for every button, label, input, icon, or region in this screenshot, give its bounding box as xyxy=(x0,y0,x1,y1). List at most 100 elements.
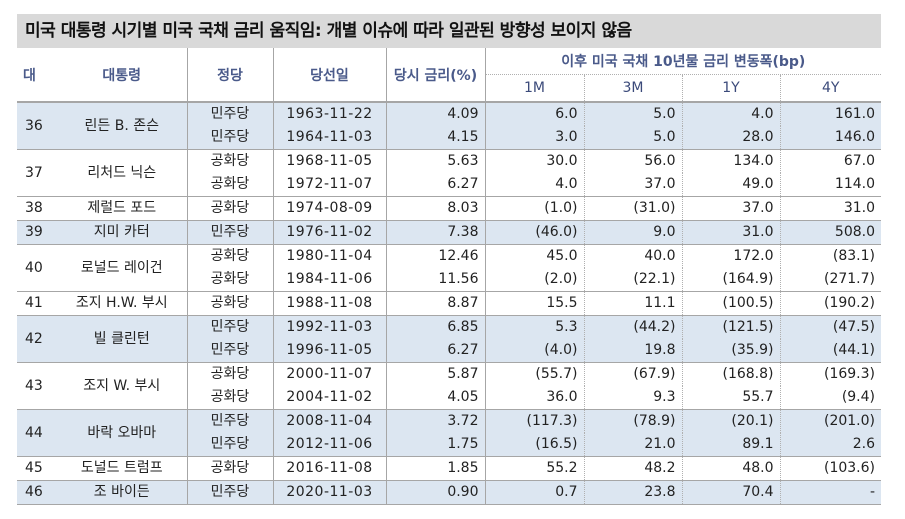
table-title: 미국 대통령 시기별 미국 국채 금리 움직임: 개별 이슈에 따라 일관된 방… xyxy=(17,14,881,48)
cell-change-1m: 55.2 xyxy=(485,456,585,481)
cell-change-1m: 36.0 xyxy=(485,386,585,410)
cell-party: 공화당 xyxy=(187,149,274,173)
cell-change-4y: (201.0) xyxy=(780,409,882,433)
cell-party: 공화당 xyxy=(187,291,274,316)
cell-change-3m: 56.0 xyxy=(584,149,683,173)
cell-party: 공화당 xyxy=(187,196,274,221)
cell-term-number: 36 xyxy=(17,101,57,150)
cell-election-date: 1992-11-03 xyxy=(273,315,387,339)
cell-change-1m: (4.0) xyxy=(485,339,585,363)
cell-rate: 8.87 xyxy=(386,291,486,316)
table-row: 45 도널드 트럼프 공화당 2016-11-08 1.85 55.2 48.2 48.0 (1… xyxy=(17,456,882,481)
cell-change-1y: (168.8) xyxy=(682,362,781,386)
cell-change-1y: 70.4 xyxy=(682,480,781,505)
cell-rate: 4.15 xyxy=(386,126,486,150)
cell-change-3m: 11.1 xyxy=(584,291,683,316)
table-row: 37 리처드 닉슨 공화당 1968-11-05 5.63 30.0 56.0 134.0 67… xyxy=(17,149,882,197)
table-row: 민주당 1996-11-05 6.27 (4.0) 19.8 (35.9) (44.1) xyxy=(17,339,882,363)
cell-term-number: 45 xyxy=(17,456,57,481)
cell-term-number: 39 xyxy=(17,220,57,245)
table-row: 39 지미 카터 민주당 1976-11-02 7.38 (46.0) 9.0 31.0 508… xyxy=(17,220,882,245)
cell-change-4y: - xyxy=(780,480,882,505)
header-1m: 1M xyxy=(485,74,584,102)
cell-change-3m: 5.0 xyxy=(584,101,683,126)
table-row: 40 로널드 레이건 공화당 1980-11-04 12.46 45.0 40.0 172.0… xyxy=(17,244,882,292)
cell-party: 공화당 xyxy=(187,362,274,386)
cell-change-1y: (20.1) xyxy=(682,409,781,433)
cell-change-3m: 5.0 xyxy=(584,126,683,150)
cell-change-1m: (1.0) xyxy=(485,196,585,221)
cell-change-1m: (55.7) xyxy=(485,362,585,386)
cell-term-number: 43 xyxy=(17,362,57,410)
cell-president: 조지 W. 부시 xyxy=(57,362,188,410)
cell-change-1y: 134.0 xyxy=(682,149,781,173)
table-row: 36 린든 B. 존슨 민주당 1963-11-22 4.09 6.0 5.0 4.0 161.… xyxy=(17,101,882,150)
cell-election-date: 2000-11-07 xyxy=(273,362,387,386)
cell-change-1y: 49.0 xyxy=(682,173,781,197)
cell-rate: 1.75 xyxy=(386,433,486,457)
cell-change-3m: (67.9) xyxy=(584,362,683,386)
cell-rate: 6.85 xyxy=(386,315,486,339)
cell-term-number: 42 xyxy=(17,315,57,363)
header-3m: 3M xyxy=(583,74,682,102)
header-rate: 당시 금리(%) xyxy=(386,48,486,102)
header-4y: 4Y xyxy=(779,74,882,102)
cell-party: 민주당 xyxy=(187,101,274,126)
table-container: 미국 대통령 시기별 미국 국채 금리 움직임: 개별 이슈에 따라 일관된 방… xyxy=(17,14,882,505)
cell-election-date: 1976-11-02 xyxy=(273,220,387,245)
cell-change-1y: 89.1 xyxy=(682,433,781,457)
header-election-date: 당선일 xyxy=(273,48,387,102)
cell-term-number: 46 xyxy=(17,480,57,505)
table-row: 41 조지 H.W. 부시 공화당 1988-11-08 8.87 15.5 11.1 (10… xyxy=(17,291,882,316)
table-row: 민주당 1964-11-03 4.15 3.0 5.0 28.0 146.0 xyxy=(17,126,882,150)
cell-change-3m: (22.1) xyxy=(584,268,683,292)
cell-change-1y: 28.0 xyxy=(682,126,781,150)
table-row: 46 조 바이든 민주당 2020-11-03 0.90 0.7 23.8 70.4- xyxy=(17,480,882,505)
cell-term-number: 41 xyxy=(17,291,57,316)
cell-change-4y: (47.5) xyxy=(780,315,882,339)
cell-rate: 4.05 xyxy=(386,386,486,410)
table-body: 36 린든 B. 존슨 민주당 1963-11-22 4.09 6.0 5.0 4.0 161.… xyxy=(17,101,882,505)
cell-term-number: 44 xyxy=(17,409,57,457)
cell-rate: 3.72 xyxy=(386,409,486,433)
cell-change-3m: 21.0 xyxy=(584,433,683,457)
cell-party: 민주당 xyxy=(187,220,274,245)
cell-change-4y: (271.7) xyxy=(824,271,876,287)
cell-rate: 4.09 xyxy=(386,101,486,126)
cell-change-3m: 19.8 xyxy=(584,339,683,363)
cell-rate: 6.27 xyxy=(386,173,486,197)
cell-change-4y: (44.1) xyxy=(780,339,882,363)
cell-change-1m: 45.0 xyxy=(485,244,585,268)
cell-president: 제럴드 포드 xyxy=(57,196,188,221)
cell-change-1m: 5.3 xyxy=(485,315,585,339)
table-row: 42 빌 클린턴 민주당 1992-11-03 6.85 5.3 (44.2) (121.5)… xyxy=(17,315,882,363)
header-party: 정당 xyxy=(187,48,274,102)
cell-rate: 11.56 xyxy=(386,268,486,292)
cell-rate: 1.85 xyxy=(386,456,486,481)
cell-change-1m: (2.0) xyxy=(485,268,585,292)
cell-term-number: 37 xyxy=(17,149,57,197)
cell-rate: 5.87 xyxy=(386,362,486,386)
cell-change-4y: 161.0 xyxy=(780,101,882,126)
cell-change-1m: 4.0 xyxy=(485,173,585,197)
header-change-group: 이후 미국 국채 10년물 금리 변동폭(bp) xyxy=(485,48,882,75)
cell-president: 조 바이든 xyxy=(57,480,188,505)
cell-change-4y: 114.0 xyxy=(834,176,876,192)
cell-change-1m: (16.5) xyxy=(485,433,585,457)
cell-election-date: 1984-11-06 xyxy=(273,268,387,292)
cell-party: 공화당 xyxy=(187,244,274,268)
cell-change-4y: (190.2) xyxy=(780,291,882,316)
cell-election-date: 1963-11-22 xyxy=(273,101,387,126)
cell-election-date: 2016-11-08 xyxy=(273,456,387,481)
cell-party: 공화당 xyxy=(187,268,274,292)
header-no: 대 xyxy=(17,48,57,102)
cell-change-1m: 0.7 xyxy=(485,480,585,505)
table-row: 공화당 1984-11-06 11.56 (2.0) (22.1) (164.9) (271… xyxy=(17,268,881,292)
cell-change-3m: 9.0 xyxy=(584,220,683,245)
cell-party: 민주당 xyxy=(187,409,274,433)
cell-change-1y: 37.0 xyxy=(682,196,781,221)
cell-election-date: 1972-11-07 xyxy=(273,173,387,197)
cell-election-date: 2012-11-06 xyxy=(273,433,387,457)
cell-term-number: 38 xyxy=(17,196,57,221)
header-president: 대통령 xyxy=(57,48,188,102)
